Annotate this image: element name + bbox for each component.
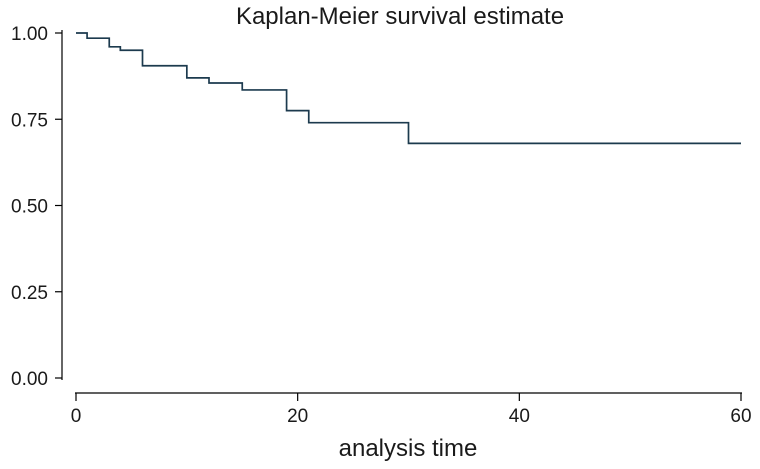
x-axis-ticks: 0 20 40 60 (71, 393, 752, 427)
x-tick-label: 20 (287, 406, 308, 427)
y-tick-label: 0.50 (11, 197, 48, 218)
survival-step-line (76, 32, 741, 145)
x-axis-label: analysis time (339, 435, 478, 462)
chart-title: Kaplan-Meier survival estimate (236, 3, 564, 30)
y-tick-label: 0.25 (11, 283, 48, 304)
y-tick-label: 0.75 (11, 110, 48, 131)
x-tick-label: 0 (71, 406, 82, 427)
y-axis-ticks: 0.00 0.25 0.50 0.75 1.00 (11, 24, 62, 390)
y-tick-label: 0.00 (11, 369, 48, 390)
series-layer (76, 32, 741, 145)
x-tick-label: 40 (509, 406, 530, 427)
x-tick-label: 60 (730, 406, 751, 427)
y-tick-label: 1.00 (11, 24, 48, 45)
